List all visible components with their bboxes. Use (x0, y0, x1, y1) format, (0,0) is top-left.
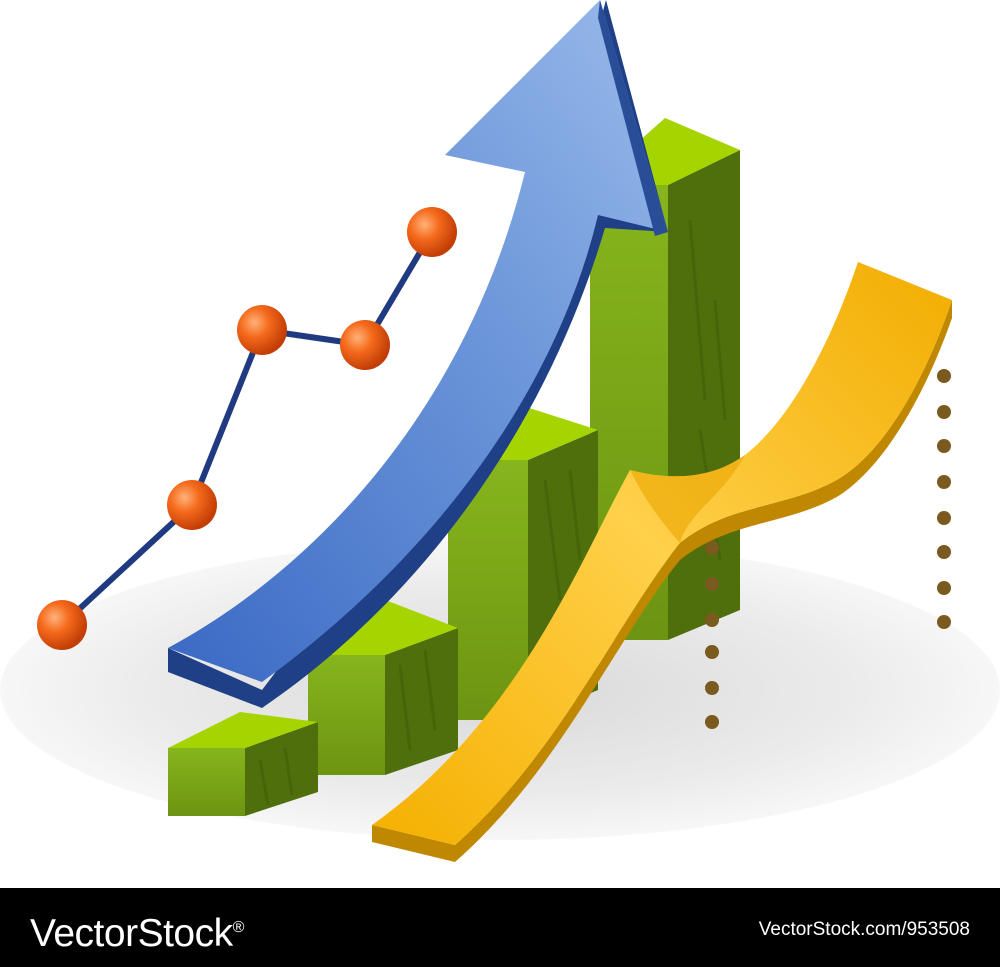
growth-arrow-icon (168, 0, 668, 708)
line-marker (407, 207, 457, 257)
brand-logo: VectorStock® (30, 904, 244, 958)
brand-name: VectorStock (30, 912, 233, 955)
registered-mark: ® (232, 919, 245, 936)
line-marker (237, 305, 287, 355)
ribbon-curve-icon (372, 262, 952, 862)
bar-1 (168, 712, 318, 816)
line-graph-icon (37, 207, 457, 650)
line-marker (167, 480, 217, 530)
business-growth-illustration (0, 0, 1000, 862)
watermark-bar: VectorStock® VectorStock.com/953508 (0, 888, 1000, 967)
dotted-guides (705, 369, 951, 729)
image-reference: VectorStock.com/953508 (758, 919, 970, 940)
bar-2 (308, 598, 458, 775)
line-marker (37, 600, 87, 650)
line-marker (340, 320, 390, 370)
